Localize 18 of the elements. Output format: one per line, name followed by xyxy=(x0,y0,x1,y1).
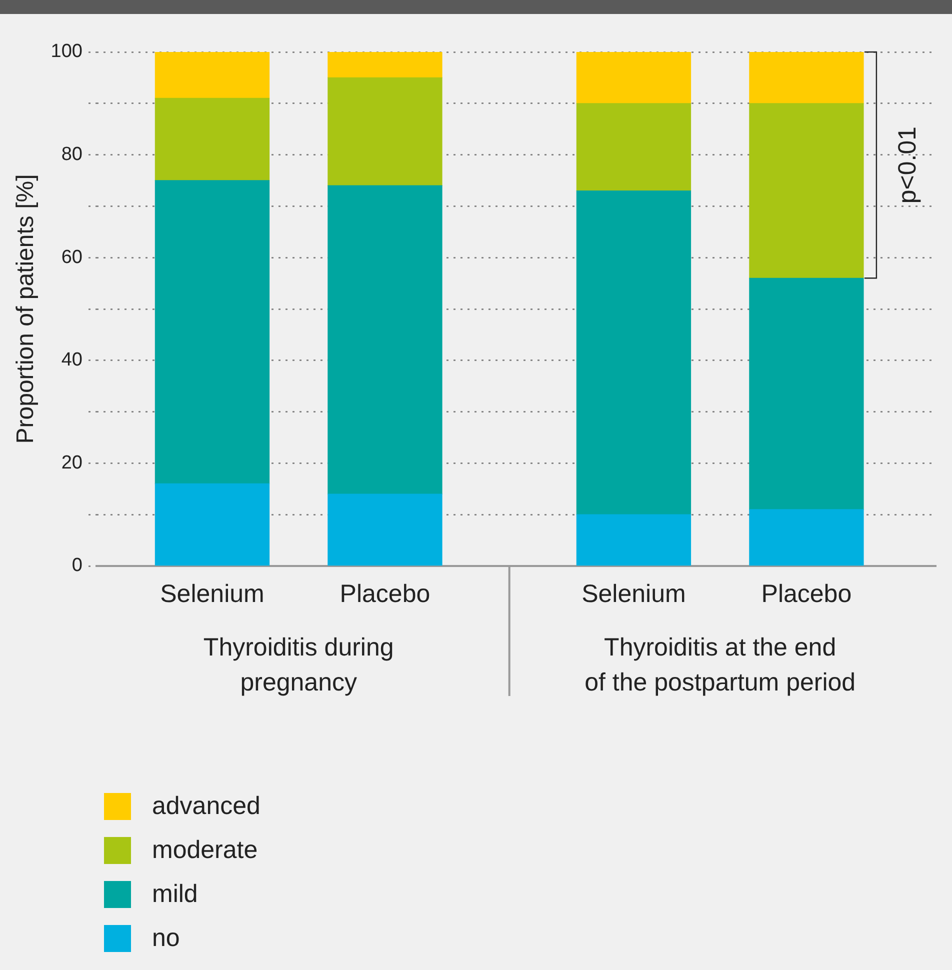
y-axis-title: Proportion of patients [%] xyxy=(12,174,40,444)
x-tick-label: Placebo xyxy=(340,580,430,608)
x-tick-label: Selenium xyxy=(582,580,686,608)
y-tick-label: 80 xyxy=(61,144,82,166)
y-tick-label: 100 xyxy=(50,41,82,62)
legend-label: no xyxy=(152,924,180,952)
y-tick-label: 20 xyxy=(61,452,82,474)
text: Thyroiditis at the end of the postpartum period xyxy=(584,633,856,696)
annotation: p<0.01 xyxy=(893,126,922,204)
text: Thyroiditis during pregnancy xyxy=(203,633,394,696)
x-tick-label: Selenium xyxy=(160,580,264,608)
y-tick-label: 60 xyxy=(61,246,82,268)
y-tick-label: 0 xyxy=(72,555,82,576)
legend-label: moderate xyxy=(152,836,258,864)
legend-label: advanced xyxy=(152,792,260,820)
legend-label: mild xyxy=(152,880,198,908)
x-tick-label: Placebo xyxy=(761,580,852,608)
y-tick-label: 40 xyxy=(61,350,82,371)
